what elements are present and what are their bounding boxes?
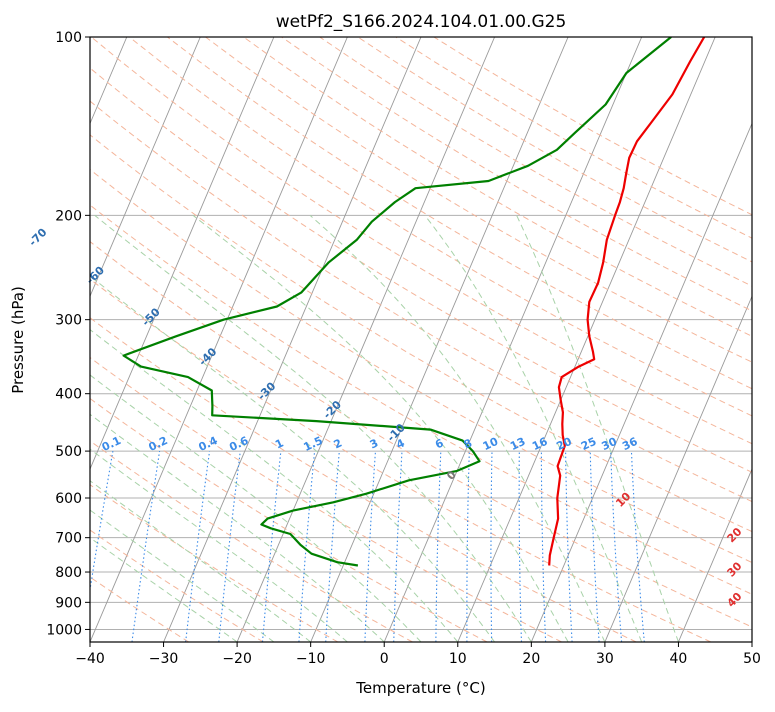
y-tick-label: 1000 — [46, 622, 82, 638]
y-tick-label: 800 — [55, 565, 82, 581]
y-tick-label: 500 — [55, 444, 82, 460]
y-tick-label: 700 — [55, 531, 82, 547]
isotherm-label: -70 — [26, 226, 49, 249]
x-axis-ticks: −40 −30 −20 −10 0 10 20 30 40 50 — [75, 642, 761, 667]
x-tick-label: −10 — [296, 651, 326, 667]
x-tick-label: −30 — [149, 651, 179, 667]
y-tick-label: 900 — [55, 595, 82, 611]
x-tick-label: 30 — [596, 651, 614, 667]
y-tick-label: 600 — [55, 491, 82, 507]
y-tick-label: 200 — [55, 208, 82, 224]
y-tick-label: 400 — [55, 387, 82, 403]
isotherm-line — [752, 37, 775, 642]
x-axis-label: Temperature (°C) — [355, 679, 485, 697]
y-axis-ticks: 100 200 300 400 500 600 700 800 900 1000 — [46, 30, 90, 638]
x-tick-label: 40 — [670, 651, 688, 667]
x-tick-label: 0 — [380, 651, 389, 667]
y-tick-label: 100 — [55, 30, 82, 46]
x-tick-label: 20 — [522, 651, 540, 667]
chart-title: wetPf2_S166.2024.104.01.00.G25 — [276, 12, 567, 32]
x-tick-label: −40 — [75, 651, 105, 667]
x-tick-label: 50 — [743, 651, 761, 667]
x-tick-label: 10 — [449, 651, 467, 667]
y-tick-label: 300 — [55, 313, 82, 329]
x-tick-label: −20 — [222, 651, 252, 667]
y-axis-label: Pressure (hPa) — [9, 286, 27, 394]
